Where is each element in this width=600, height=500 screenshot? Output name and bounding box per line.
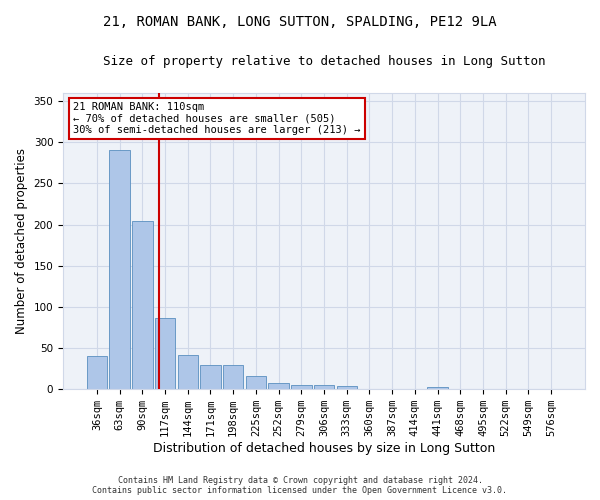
Bar xyxy=(178,356,198,389)
Bar xyxy=(337,386,357,389)
Bar xyxy=(155,318,175,389)
Y-axis label: Number of detached properties: Number of detached properties xyxy=(15,148,28,334)
Bar xyxy=(200,364,221,389)
X-axis label: Distribution of detached houses by size in Long Sutton: Distribution of detached houses by size … xyxy=(153,442,495,455)
Title: Size of property relative to detached houses in Long Sutton: Size of property relative to detached ho… xyxy=(103,55,545,68)
Bar xyxy=(314,385,334,389)
Text: 21, ROMAN BANK, LONG SUTTON, SPALDING, PE12 9LA: 21, ROMAN BANK, LONG SUTTON, SPALDING, P… xyxy=(103,15,497,29)
Bar xyxy=(291,385,311,389)
Bar xyxy=(427,387,448,389)
Bar xyxy=(223,364,244,389)
Bar xyxy=(87,356,107,389)
Bar xyxy=(109,150,130,389)
Bar xyxy=(268,384,289,389)
Text: 21 ROMAN BANK: 110sqm
← 70% of detached houses are smaller (505)
30% of semi-det: 21 ROMAN BANK: 110sqm ← 70% of detached … xyxy=(73,102,361,135)
Bar xyxy=(132,221,152,389)
Bar xyxy=(245,376,266,389)
Text: Contains HM Land Registry data © Crown copyright and database right 2024.
Contai: Contains HM Land Registry data © Crown c… xyxy=(92,476,508,495)
